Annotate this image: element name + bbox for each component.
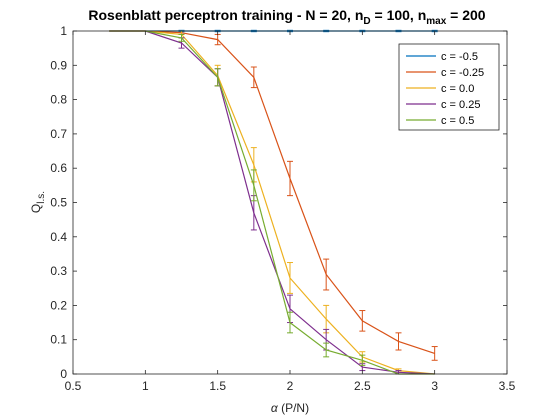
x-tick-label: 3 bbox=[431, 379, 438, 393]
legend-box bbox=[398, 43, 500, 131]
x-axis-label: α (P/N) bbox=[271, 401, 309, 415]
error-bar bbox=[359, 354, 366, 366]
tick-layer: 0.5 1 1.5 2 2.5 3 3.5 0 0.1 0.2 0.3 0.4 0.5 0.6 0.7 0.8… bbox=[50, 24, 515, 393]
error-bar bbox=[287, 160, 293, 197]
x-tick-label: 1.5 bbox=[209, 379, 226, 393]
series-line bbox=[109, 30, 435, 375]
x-tick-label: 2 bbox=[287, 379, 294, 393]
y-tick-label: 0.1 bbox=[50, 333, 67, 347]
series-line bbox=[109, 30, 435, 375]
error-bar bbox=[431, 346, 438, 361]
legend: c = -0.5 c = -0.25 c = 0.0 c = 0.25 c = 0.5 bbox=[398, 43, 500, 131]
legend-label: c = -0.25 bbox=[441, 67, 484, 79]
error-bar bbox=[287, 262, 293, 294]
y-tick-label: 1 bbox=[60, 24, 67, 38]
error-bar bbox=[323, 258, 330, 291]
y-tick-label: 0.4 bbox=[50, 230, 67, 244]
error-bar bbox=[323, 342, 330, 358]
series-layer bbox=[109, 29, 438, 375]
y-tick-label: 0.2 bbox=[50, 298, 67, 312]
error-bar bbox=[178, 33, 185, 42]
chart-title: Rosenblatt perceptron training - N = 20,… bbox=[88, 7, 485, 27]
x-tick-label: 3.5 bbox=[499, 379, 516, 393]
series-line bbox=[109, 30, 435, 375]
series-line bbox=[109, 30, 435, 354]
y-tick-label: 0.8 bbox=[50, 93, 67, 107]
y-tick-label: 0.6 bbox=[50, 161, 67, 175]
error-bar bbox=[250, 66, 257, 89]
x-tick-label: 1 bbox=[142, 379, 149, 393]
y-tick-label: 0.5 bbox=[50, 196, 67, 210]
error-bar bbox=[214, 68, 221, 87]
x-tick-label: 0.5 bbox=[65, 379, 82, 393]
y-tick-label: 0.7 bbox=[50, 127, 67, 141]
x-tick-label: 2.5 bbox=[354, 379, 371, 393]
y-tick-label: 0.9 bbox=[50, 58, 67, 72]
y-tick-label: 0 bbox=[60, 367, 67, 381]
legend-label: c = 0.0 bbox=[441, 83, 474, 95]
y-tick-label: 0.3 bbox=[50, 264, 67, 278]
error-bar bbox=[359, 310, 366, 332]
series-1 bbox=[109, 30, 438, 361]
legend-label: c = 0.25 bbox=[441, 99, 480, 111]
error-bar bbox=[287, 311, 293, 334]
y-axis-label: Ql.s. bbox=[29, 191, 47, 213]
error-bar bbox=[250, 169, 257, 202]
error-bar bbox=[395, 332, 402, 351]
legend-label: c = -0.5 bbox=[441, 51, 478, 63]
series-4 bbox=[109, 30, 435, 375]
legend-label: c = 0.5 bbox=[441, 115, 474, 127]
